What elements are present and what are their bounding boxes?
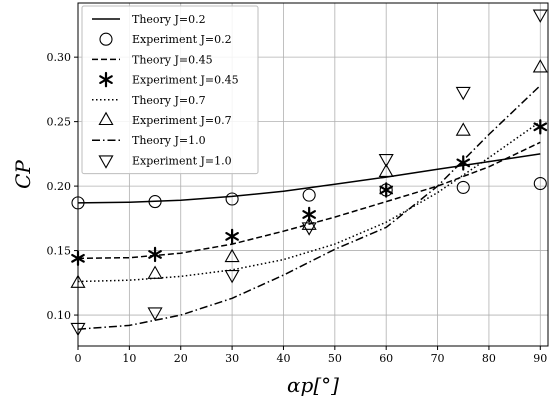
y-tick-label: 0.10	[47, 309, 72, 322]
axis-ticks: 0 10 20 30 40 50 60 70 80 90 0.10 0.15 0.20 0.25 0.30	[47, 51, 548, 365]
x-axis-title: αp[°]	[287, 373, 339, 397]
x-tick-label: 90	[533, 352, 547, 365]
y-tick-label: 0.15	[47, 245, 72, 258]
legend-label: Experiment J=1.0	[132, 154, 232, 167]
data-point	[224, 270, 240, 284]
data-point	[301, 222, 317, 236]
legend-box	[81, 5, 259, 175]
legend-item: Theory J=0.7	[92, 94, 206, 107]
x-tick-label: 0	[75, 352, 82, 365]
plot-frame	[77, 2, 549, 347]
y-tick-label: 0.30	[47, 51, 72, 64]
legend-item: Theory J=1.0	[92, 134, 206, 147]
x-tick-label: 50	[328, 352, 342, 365]
data-point	[302, 188, 316, 202]
data-point	[533, 176, 547, 191]
legend-marker-swatch	[99, 32, 113, 46]
data-point	[301, 216, 317, 230]
data-point	[378, 163, 394, 177]
legend-marker-swatch	[98, 111, 114, 126]
legend-item: Theory J=0.2	[92, 13, 206, 26]
data-point	[456, 180, 470, 194]
data-point	[378, 153, 394, 168]
legend-item: Experiment J=0.45	[99, 71, 239, 88]
legend-item: Experiment J=0.2	[99, 32, 232, 46]
data-point	[225, 228, 239, 245]
legend-label: Theory J=0.2	[132, 13, 206, 26]
data-point	[225, 192, 239, 206]
data-point	[456, 155, 471, 171]
legend-label: Theory J=1.0	[132, 134, 206, 147]
legend-marker-swatch	[98, 155, 114, 169]
x-tick-label: 40	[276, 352, 290, 365]
legend-marker-swatch	[99, 71, 113, 88]
x-tick-label: 70	[431, 352, 445, 365]
legend-item: Experiment J=0.7	[98, 111, 232, 127]
data-point	[148, 246, 162, 263]
data-point	[302, 206, 316, 223]
legend-label: Experiment J=0.7	[132, 114, 232, 127]
x-tick-label: 80	[482, 352, 496, 365]
y-tick-label: 0.20	[47, 180, 72, 193]
x-tick-label: 30	[225, 352, 239, 365]
y-tick-label: 0.25	[47, 116, 72, 129]
legend-label: Theory J=0.7	[132, 94, 206, 107]
data-point	[379, 182, 394, 198]
data-point	[224, 248, 240, 263]
y-axis-title: CP	[11, 160, 35, 189]
data-point	[148, 195, 162, 209]
legend-label: Experiment J=0.45	[132, 74, 239, 87]
x-tick-label: 10	[122, 352, 136, 365]
data-point	[147, 265, 163, 279]
legend-label: Theory J=0.45	[132, 53, 213, 66]
data-point	[455, 122, 471, 136]
data-point	[455, 86, 471, 101]
data-point	[532, 59, 548, 73]
legend: Theory J=0.2 Experiment J=0.2 Theory J=0.4…	[81, 5, 259, 175]
x-tick-label: 60	[379, 352, 393, 365]
plot-series	[70, 9, 548, 337]
legend-item: Experiment J=1.0	[98, 154, 232, 169]
x-tick-label: 20	[174, 352, 188, 365]
data-point	[532, 9, 548, 23]
legend-label: Experiment J=0.2	[132, 33, 232, 46]
data-point	[147, 307, 163, 321]
legend-item: Theory J=0.45	[92, 53, 213, 66]
